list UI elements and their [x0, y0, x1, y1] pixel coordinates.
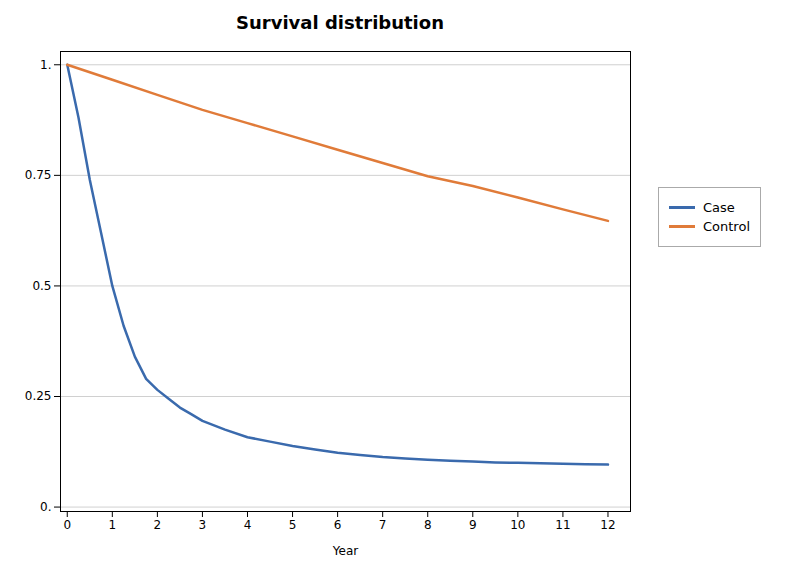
svg-text:12: 12 — [600, 518, 615, 532]
svg-text:1.: 1. — [40, 58, 51, 72]
svg-text:0.25: 0.25 — [25, 389, 52, 403]
svg-text:0: 0 — [63, 518, 71, 532]
svg-text:7: 7 — [379, 518, 387, 532]
svg-text:9: 9 — [469, 518, 477, 532]
svg-text:0.75: 0.75 — [25, 168, 52, 182]
svg-text:3: 3 — [199, 518, 207, 532]
html-text:Survival distribution: Survival distribution — [236, 12, 444, 33]
html-text:Case: Case — [703, 200, 735, 215]
svg-text:11: 11 — [555, 518, 570, 532]
svg-text:1: 1 — [108, 518, 116, 532]
svg-text:Year: Year — [332, 544, 358, 558]
svg-text:6: 6 — [334, 518, 342, 532]
svg-text:0.: 0. — [40, 500, 51, 514]
svg-text:8: 8 — [424, 518, 432, 532]
svg-text:4: 4 — [244, 518, 252, 532]
svg-text:10: 10 — [510, 518, 525, 532]
html-text:Control: Control — [703, 219, 750, 234]
svg-text:5: 5 — [289, 518, 297, 532]
svg-text:2: 2 — [154, 518, 162, 532]
svg-text:0.5: 0.5 — [32, 279, 51, 293]
